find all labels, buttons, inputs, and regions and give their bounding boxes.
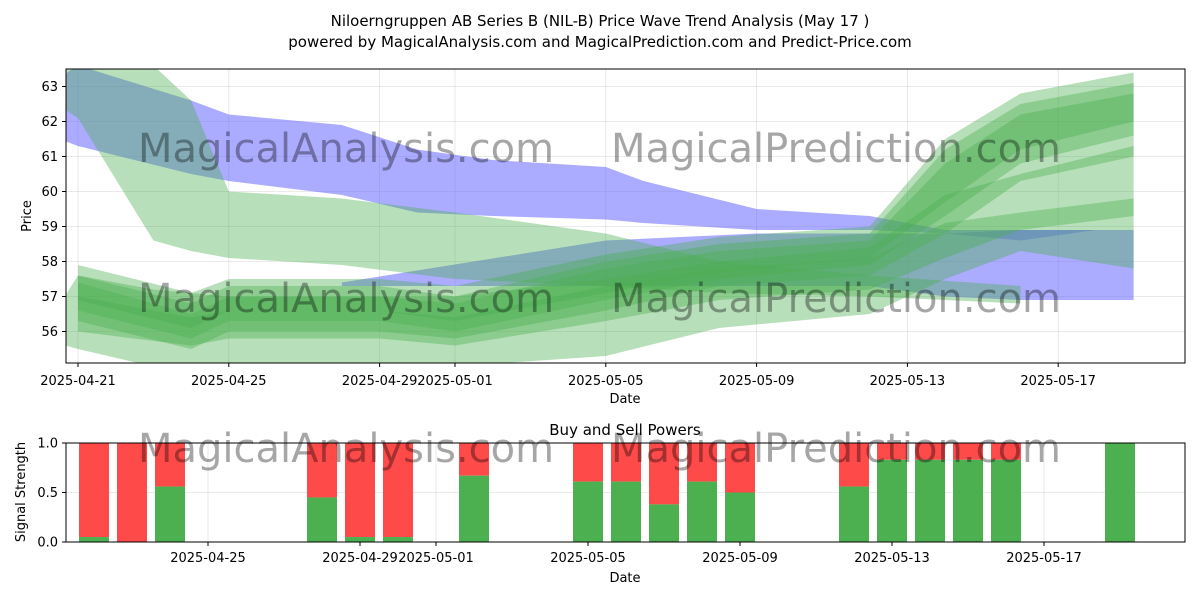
sell-bar	[307, 443, 337, 498]
signal-x-tick-label: 2025-04-25	[170, 551, 246, 566]
price-x-tick-label: 2025-05-17	[1020, 374, 1096, 389]
buy-bar	[155, 486, 185, 542]
buy-bar	[573, 481, 603, 542]
signal-title: Buy and Sell Powers	[549, 421, 701, 439]
sell-bar	[725, 443, 755, 493]
price-y-tick-label: 57	[41, 290, 58, 305]
green-wave-band-2	[66, 69, 1021, 304]
price-y-tick-label: 59	[41, 220, 58, 235]
sell-bar	[155, 443, 185, 487]
buy-bar	[839, 486, 869, 542]
price-panel: MagicalAnalysis.com MagicalPrediction.co…	[20, 68, 1186, 407]
signal-y-tick-label: 0.5	[37, 486, 58, 501]
price-plot-frame	[65, 68, 1186, 364]
sell-bar	[877, 443, 907, 460]
buy-bar	[725, 492, 755, 542]
signal-y-ticks: 0.0 0.5 1.0	[37, 437, 66, 551]
sell-bar	[345, 443, 375, 538]
green-wave-band-4	[78, 93, 1134, 349]
watermark-left-bottom: MagicalAnalysis.com	[138, 426, 554, 472]
signal-x-tick-label: 2025-05-05	[550, 551, 626, 566]
price-y-tick-label: 58	[41, 255, 58, 270]
sell-bar	[573, 443, 603, 482]
price-bands	[66, 69, 1134, 363]
blue-wave-band-0	[66, 69, 1134, 241]
watermark-left-top: MagicalAnalysis.com	[138, 126, 554, 172]
signal-x-label: Date	[609, 571, 640, 586]
price-y-tick-label: 56	[41, 325, 58, 340]
sell-bar	[117, 443, 147, 542]
price-x-tick-label: 2025-04-21	[40, 374, 116, 389]
buy-bar	[687, 481, 717, 542]
signal-x-tick-label: 2025-05-09	[702, 551, 778, 566]
watermark-right-top: MagicalPrediction.com	[611, 126, 1061, 172]
buy-bar	[877, 459, 907, 542]
sell-bar	[991, 443, 1021, 460]
green-wave-band-7	[78, 198, 1134, 346]
buy-bar	[79, 537, 109, 542]
signal-bars	[79, 443, 1135, 542]
price-x-tick-label: 2025-04-29	[342, 374, 418, 389]
price-x-tick-label: 2025-05-13	[870, 374, 946, 389]
signal-panel: Buy and Sell Powers MagicalAnalysis.com …	[14, 421, 1186, 586]
signal-x-tick-label: 2025-04-29	[322, 551, 398, 566]
sell-bar	[383, 443, 413, 538]
price-y-ticks: 56 57 58 59 60 61 62 63	[41, 80, 66, 340]
signal-x-tick-label: 2025-05-13	[854, 551, 930, 566]
watermark-right-mid: MagicalPrediction.com	[611, 276, 1061, 322]
chart-title-line1: Niloerngruppen AB Series B (NIL-B) Price…	[331, 12, 870, 30]
price-x-label: Date	[609, 392, 640, 407]
sell-bar	[459, 443, 489, 476]
signal-y-label: Signal Strength	[14, 442, 29, 542]
blue-wave-band-1	[341, 230, 1134, 300]
buy-bar	[991, 459, 1021, 542]
green-wave-band-3	[66, 146, 1134, 363]
sell-bar	[687, 443, 717, 482]
signal-x-tick-label: 2025-05-01	[398, 551, 474, 566]
sell-bar	[953, 443, 983, 460]
signal-x-tick-label: 2025-05-17	[1006, 551, 1082, 566]
watermark-left-mid: MagicalAnalysis.com	[138, 276, 554, 322]
sell-bar	[915, 443, 945, 460]
buy-bar	[649, 504, 679, 542]
buy-bar	[611, 481, 641, 542]
sell-bar	[649, 443, 679, 505]
price-y-label: Price	[20, 200, 35, 232]
buy-bar	[1105, 443, 1135, 542]
sell-bar	[79, 443, 109, 538]
price-x-tick-label: 2025-05-05	[568, 374, 644, 389]
price-x-ticks: 2025-04-21 2025-04-25 2025-04-29 2025-05-01…	[40, 363, 1096, 389]
buy-bar	[383, 537, 413, 542]
signal-y-tick-label: 0.0	[37, 536, 58, 551]
buy-bar	[307, 497, 337, 542]
price-x-tick-label: 2025-05-01	[417, 374, 493, 389]
price-y-tick-label: 62	[41, 115, 58, 130]
price-y-tick-label: 60	[41, 185, 58, 200]
price-x-tick-label: 2025-05-09	[719, 374, 795, 389]
sell-bar	[611, 443, 641, 482]
buy-bar	[953, 459, 983, 542]
price-y-tick-label: 63	[41, 80, 58, 95]
watermark-right-bottom: MagicalPrediction.com	[611, 426, 1061, 472]
green-wave-band-5	[78, 83, 1134, 339]
buy-bar	[345, 537, 375, 542]
sell-bar	[839, 443, 869, 487]
chart-title-line2: powered by MagicalAnalysis.com and Magic…	[288, 33, 912, 51]
buy-bar	[915, 459, 945, 542]
price-y-tick-label: 61	[41, 150, 58, 165]
green-wave-band-6	[78, 72, 1134, 328]
price-x-tick-label: 2025-04-25	[191, 374, 267, 389]
signal-x-ticks: 2025-04-25 2025-04-29 2025-05-01 2025-05-05…	[170, 542, 1082, 566]
signal-y-tick-label: 1.0	[37, 437, 58, 452]
buy-bar	[459, 475, 489, 542]
